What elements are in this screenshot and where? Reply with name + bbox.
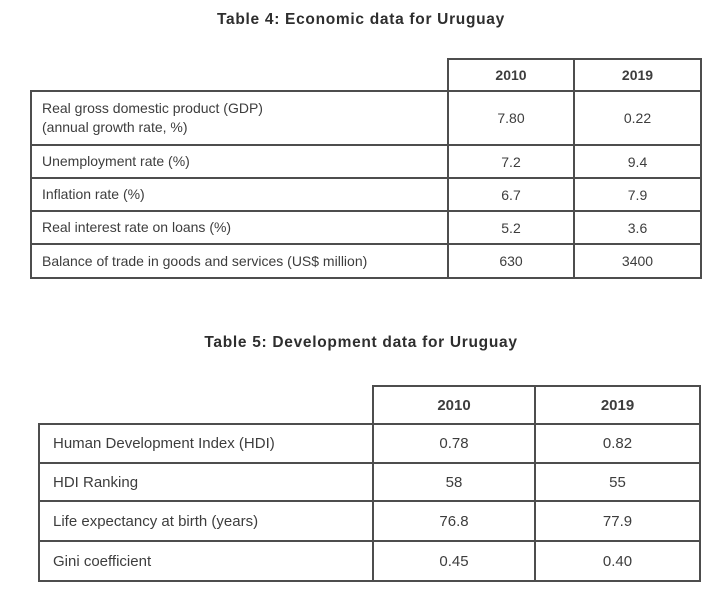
table-row: Real gross domestic product (GDP) (annua… (30, 90, 702, 146)
cell-interest-2010: 5.2 (447, 210, 575, 245)
table4-column-header-2010: 2010 (447, 58, 575, 92)
row-label-life-expectancy: Life expectancy at birth (years) (38, 500, 374, 542)
row-label-inflation: Inflation rate (%) (30, 177, 449, 212)
cell-life-2019: 77.9 (534, 500, 701, 542)
row-label-interest-rate: Real interest rate on loans (%) (30, 210, 449, 245)
cell-gdp-2019: 0.22 (573, 90, 702, 146)
row-label-unemployment: Unemployment rate (%) (30, 144, 449, 179)
table5-blank-corner-cell (39, 386, 373, 424)
economic-data-table: 2010 2019 Real gross domestic product (G… (30, 58, 702, 279)
row-label-gini: Gini coefficient (38, 540, 374, 582)
cell-inflation-2019: 7.9 (573, 177, 702, 212)
row-label-hdi-ranking: HDI Ranking (38, 462, 374, 502)
cell-balance-2019: 3400 (573, 243, 702, 279)
table4-blank-corner-cell (31, 59, 448, 91)
cell-ranking-2010: 58 (372, 462, 536, 502)
cell-gini-2019: 0.40 (534, 540, 701, 582)
table-row: Inflation rate (%) 6.7 7.9 (30, 177, 702, 212)
table5-header-row: 2010 2019 (39, 385, 701, 425)
row-label-gdp: Real gross domestic product (GDP) (annua… (30, 90, 449, 146)
cell-gdp-2010: 7.80 (447, 90, 575, 146)
cell-life-2010: 76.8 (372, 500, 536, 542)
development-data-table: 2010 2019 Human Development Index (HDI) … (38, 385, 701, 582)
table-row: Balance of trade in goods and services (… (30, 243, 702, 279)
table-row: Life expectancy at birth (years) 76.8 77… (38, 500, 701, 542)
row-label-balance-of-trade: Balance of trade in goods and services (… (30, 243, 449, 279)
cell-hdi-2010: 0.78 (372, 423, 536, 464)
table4-header-row: 2010 2019 (31, 58, 702, 92)
cell-gini-2010: 0.45 (372, 540, 536, 582)
cell-unemployment-2010: 7.2 (447, 144, 575, 179)
cell-balance-2010: 630 (447, 243, 575, 279)
cell-unemployment-2019: 9.4 (573, 144, 702, 179)
table4-title: Table 4: Economic data for Uruguay (217, 11, 505, 28)
cell-hdi-2019: 0.82 (534, 423, 701, 464)
row-label-hdi: Human Development Index (HDI) (38, 423, 374, 464)
table5-column-header-2010: 2010 (372, 385, 536, 425)
cell-interest-2019: 3.6 (573, 210, 702, 245)
cell-inflation-2010: 6.7 (447, 177, 575, 212)
table4-column-header-2019: 2019 (573, 58, 702, 92)
table-row: Human Development Index (HDI) 0.78 0.82 (38, 423, 701, 464)
table-row: Unemployment rate (%) 7.2 9.4 (30, 144, 702, 179)
row-label-gdp-line1: Real gross domestic product (GDP) (42, 100, 263, 117)
row-label-gdp-line2: (annual growth rate, %) (42, 119, 188, 135)
table-row: HDI Ranking 58 55 (38, 462, 701, 502)
table-row: Gini coefficient 0.45 0.40 (38, 540, 701, 582)
table5-title: Table 5: Development data for Uruguay (204, 334, 518, 351)
cell-ranking-2019: 55 (534, 462, 701, 502)
table5-column-header-2019: 2019 (534, 385, 701, 425)
table-row: Real interest rate on loans (%) 5.2 3.6 (30, 210, 702, 245)
